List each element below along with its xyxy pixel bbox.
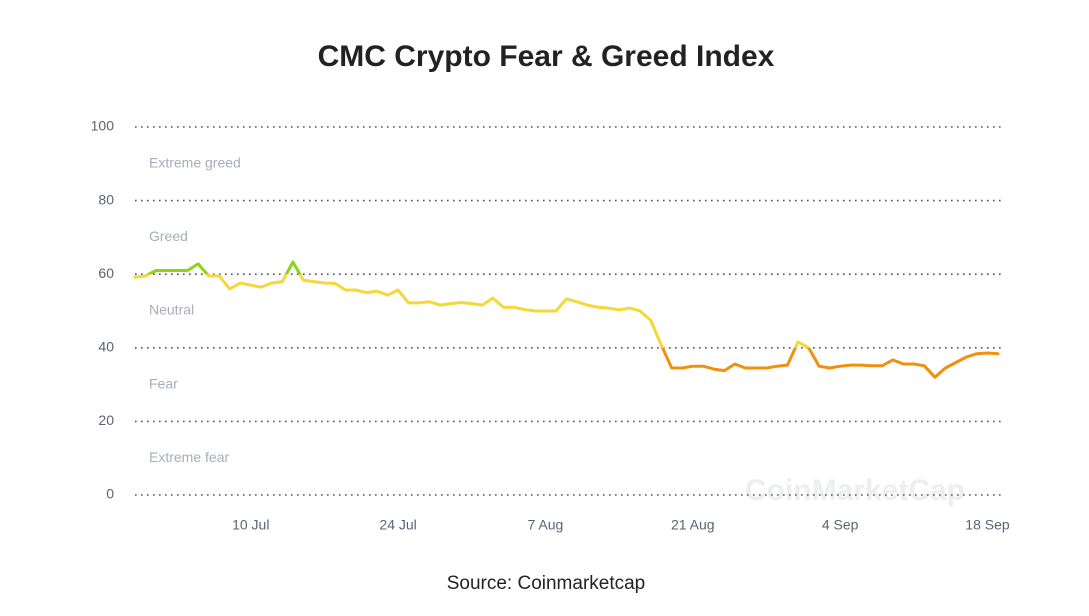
source: Source: Coinmarketcap: [447, 573, 646, 594]
x-tick-label: 21 Aug: [671, 517, 715, 533]
zone-label: Extreme greed: [149, 155, 241, 171]
y-tick-label: 100: [91, 118, 115, 134]
y-tick-label: 40: [98, 339, 114, 355]
y-tick-label: 0: [106, 486, 114, 502]
chart-title: CMC Crypto Fear & Greed Index: [318, 40, 775, 73]
x-tick-label: 7 Aug: [528, 517, 564, 533]
zone-label: Fear: [149, 375, 178, 391]
zone-label: Neutral: [149, 302, 194, 318]
x-tick-label: 10 Jul: [232, 517, 269, 533]
zone-label: Greed: [149, 228, 188, 244]
index-line: [133, 260, 1000, 379]
zone-label: Extreme fear: [149, 449, 229, 465]
x-tick-label: 4 Sep: [822, 517, 859, 533]
y-tick-label: 60: [98, 265, 114, 281]
x-tick-label: 18 Sep: [965, 517, 1010, 533]
y-tick-label: 20: [98, 412, 114, 428]
watermark: CoinMarketCap: [745, 474, 965, 507]
y-tick-label: 80: [98, 191, 114, 207]
x-tick-label: 24 Jul: [379, 517, 416, 533]
